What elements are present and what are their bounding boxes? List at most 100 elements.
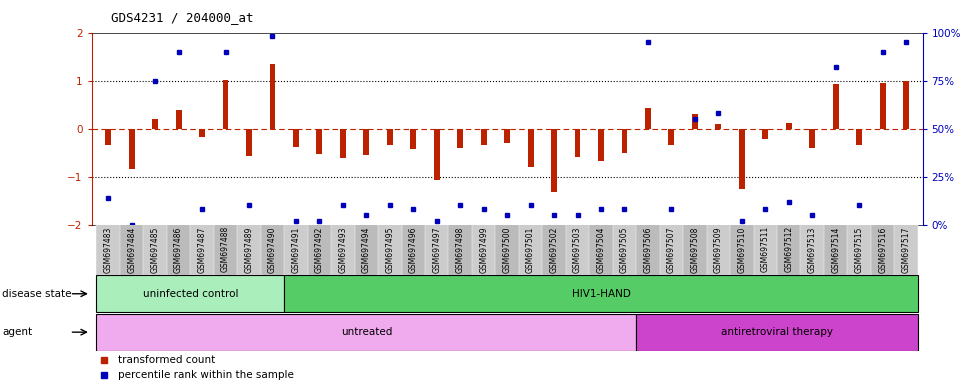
Bar: [575, 129, 581, 157]
Bar: [97, 275, 284, 312]
Bar: [692, 114, 697, 129]
Bar: [801, 225, 824, 275]
Bar: [128, 129, 134, 169]
Text: GSM697492: GSM697492: [315, 226, 324, 273]
Bar: [542, 225, 566, 275]
Bar: [386, 129, 393, 146]
Text: GSM697513: GSM697513: [808, 226, 816, 273]
Bar: [810, 129, 815, 148]
Text: disease state: disease state: [2, 289, 71, 299]
Bar: [105, 129, 111, 146]
Bar: [777, 225, 801, 275]
Bar: [340, 129, 346, 159]
Bar: [97, 225, 120, 275]
Text: GSM697489: GSM697489: [244, 226, 253, 273]
Bar: [270, 64, 275, 129]
Text: GSM697512: GSM697512: [784, 226, 793, 272]
Bar: [566, 225, 589, 275]
Text: GSM697488: GSM697488: [221, 226, 230, 272]
Text: untreated: untreated: [341, 327, 392, 337]
Bar: [213, 225, 238, 275]
Bar: [637, 314, 918, 351]
Bar: [457, 129, 463, 148]
Text: uninfected control: uninfected control: [143, 289, 238, 299]
Text: agent: agent: [2, 327, 32, 337]
Text: GSM697483: GSM697483: [103, 226, 113, 273]
Text: GSM697494: GSM697494: [362, 226, 371, 273]
Text: GSM697500: GSM697500: [502, 226, 512, 273]
Bar: [472, 225, 496, 275]
Bar: [856, 129, 862, 146]
Bar: [668, 129, 674, 146]
Bar: [645, 109, 651, 129]
Text: transformed count: transformed count: [119, 356, 215, 366]
Bar: [880, 83, 886, 129]
Bar: [785, 123, 792, 129]
Bar: [425, 225, 448, 275]
Bar: [284, 275, 918, 312]
Bar: [895, 225, 918, 275]
Bar: [363, 129, 369, 155]
Text: GSM697505: GSM697505: [620, 226, 629, 273]
Bar: [378, 225, 402, 275]
Text: GSM697506: GSM697506: [643, 226, 652, 273]
Text: GSM697497: GSM697497: [432, 226, 441, 273]
Text: HIV1-HAND: HIV1-HAND: [572, 289, 631, 299]
Text: GSM697493: GSM697493: [338, 226, 348, 273]
Bar: [411, 129, 416, 149]
Text: GSM697503: GSM697503: [573, 226, 582, 273]
Text: GSM697510: GSM697510: [737, 226, 747, 273]
Bar: [637, 225, 660, 275]
Text: GSM697504: GSM697504: [597, 226, 606, 273]
Text: GSM697511: GSM697511: [761, 226, 770, 272]
Bar: [833, 84, 838, 129]
Bar: [481, 129, 487, 146]
Text: GSM697516: GSM697516: [878, 226, 887, 273]
Bar: [143, 225, 167, 275]
Bar: [97, 314, 637, 351]
Bar: [589, 225, 612, 275]
Bar: [612, 225, 637, 275]
Bar: [238, 225, 261, 275]
Bar: [293, 129, 298, 147]
Text: percentile rank within the sample: percentile rank within the sample: [119, 370, 295, 380]
Text: GSM697499: GSM697499: [479, 226, 488, 273]
Bar: [504, 129, 510, 143]
Text: GSM697495: GSM697495: [385, 226, 394, 273]
Bar: [730, 225, 753, 275]
Text: antiretroviral therapy: antiretroviral therapy: [721, 327, 833, 337]
Text: GSM697484: GSM697484: [128, 226, 136, 273]
Bar: [199, 129, 205, 137]
Text: GSM697490: GSM697490: [268, 226, 277, 273]
Text: GSM697486: GSM697486: [174, 226, 184, 273]
Bar: [660, 225, 683, 275]
Text: GSM697507: GSM697507: [667, 226, 676, 273]
Bar: [739, 129, 745, 189]
Text: GSM697496: GSM697496: [409, 226, 417, 273]
Bar: [753, 225, 777, 275]
Bar: [308, 225, 331, 275]
Bar: [683, 225, 706, 275]
Bar: [190, 225, 213, 275]
Text: GSM697509: GSM697509: [714, 226, 723, 273]
Bar: [621, 129, 628, 153]
Bar: [496, 225, 519, 275]
Bar: [448, 225, 472, 275]
Text: GSM697514: GSM697514: [831, 226, 840, 273]
Bar: [402, 225, 425, 275]
Bar: [222, 80, 229, 129]
Text: GSM697501: GSM697501: [526, 226, 535, 273]
Bar: [284, 225, 308, 275]
Bar: [317, 129, 323, 154]
Bar: [261, 225, 284, 275]
Bar: [598, 129, 604, 161]
Bar: [176, 111, 182, 129]
Bar: [762, 129, 768, 139]
Text: GSM697515: GSM697515: [855, 226, 864, 273]
Bar: [706, 225, 730, 275]
Text: GSM697487: GSM697487: [198, 226, 207, 273]
Bar: [153, 119, 158, 129]
Bar: [903, 81, 909, 129]
Bar: [527, 129, 533, 167]
Bar: [847, 225, 871, 275]
